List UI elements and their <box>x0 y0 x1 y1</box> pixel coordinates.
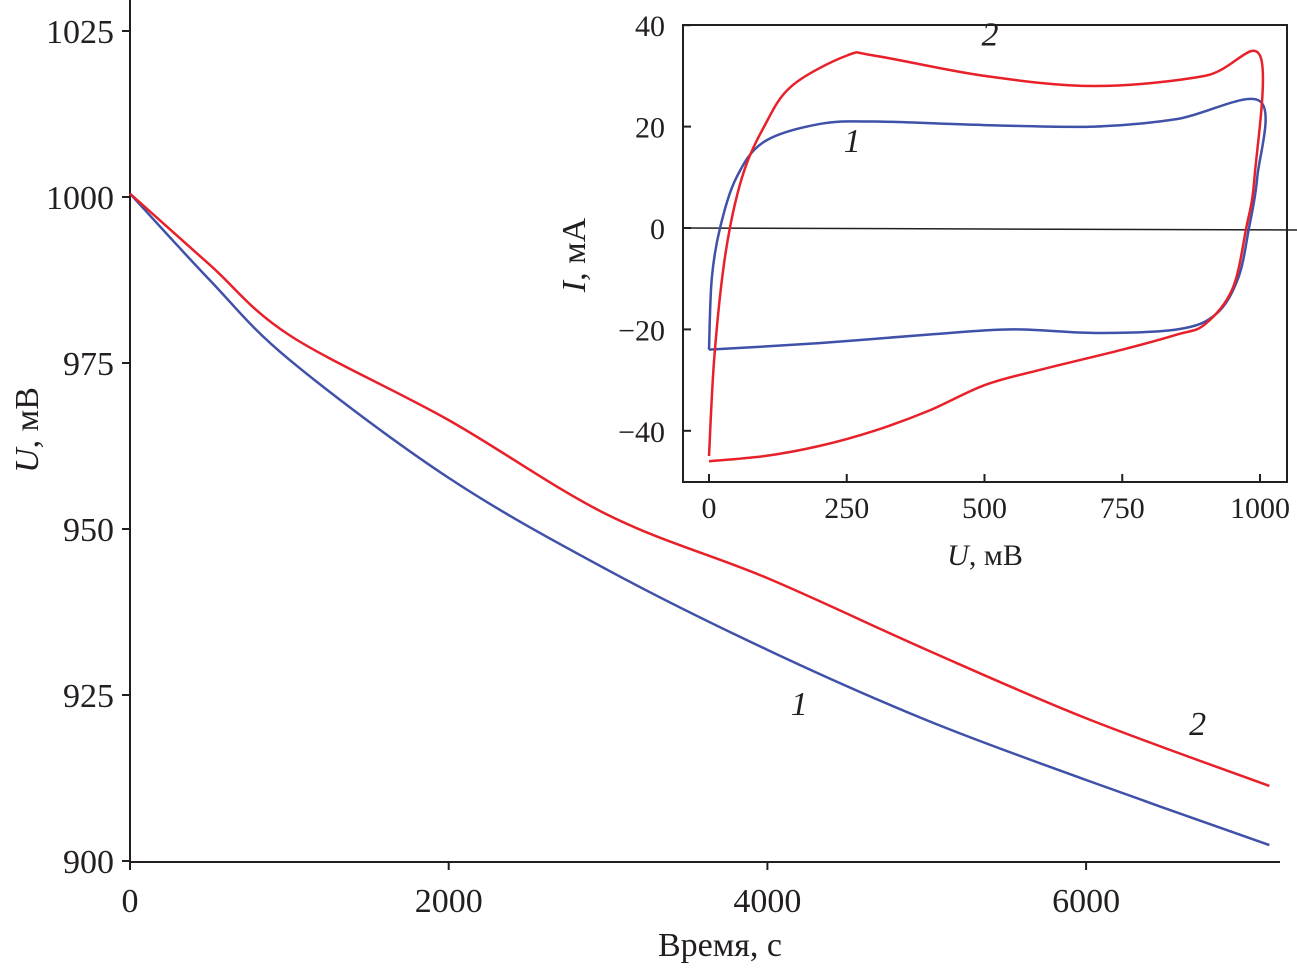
main-y-tick-label: 1000 <box>46 180 114 217</box>
inset-y-tick-label: 20 <box>635 112 665 145</box>
main-y-tick-label: 950 <box>63 512 114 549</box>
main-y-tick-label: 975 <box>63 346 114 383</box>
main-curve-label: 1 <box>791 686 808 723</box>
main-y-tick-label: 900 <box>63 844 114 881</box>
main-y-axis-var: U <box>9 446 46 473</box>
inset-y-tick-label: 0 <box>650 213 665 246</box>
inset-curve-label: 2 <box>982 16 999 53</box>
main-curve-label: 2 <box>1189 706 1206 743</box>
inset-x-tick-label: 250 <box>824 492 869 525</box>
inset-zero-line <box>682 227 1297 231</box>
inset-series-2-line <box>707 49 1265 463</box>
inset-y-axis-label: I, мА <box>556 217 593 293</box>
inset-x-axis-var: U <box>947 539 971 572</box>
main-y-tick-label: 1025 <box>46 14 114 51</box>
main-x-tick-label: 2000 <box>415 883 483 920</box>
inset-y-tick-label: 40 <box>635 10 665 43</box>
main-x-tick-label: 6000 <box>1052 883 1120 920</box>
main-y-tick-label: 925 <box>63 678 114 715</box>
inset-x-axis-label: U, мВ <box>947 539 1023 572</box>
inset-y-axis-var: I <box>556 279 593 293</box>
main-series-2-line <box>129 192 1270 788</box>
inset-series-1-line <box>707 97 1267 351</box>
inset-x-axis-unit: , мВ <box>969 539 1023 572</box>
main-x-tick-label: 4000 <box>733 883 801 920</box>
inset-y-tick-label: −40 <box>618 416 665 449</box>
main-y-axis-unit: , мВ <box>9 387 46 448</box>
main-y-axis-label: U, мВ <box>9 387 46 473</box>
inset-y-axis-unit: , мА <box>556 217 593 281</box>
inset-plot: −40 −20 0 20 40 0 250 500 750 1000 1 2 <box>618 10 1297 525</box>
inset-frame <box>682 24 1288 483</box>
main-series-1-line <box>129 192 1270 847</box>
inset-x-tick-label: 1000 <box>1230 492 1290 525</box>
main-x-axis-label: Время, с <box>658 927 782 964</box>
inset-curve-label: 1 <box>844 123 861 160</box>
inset-x-tick-label: 0 <box>702 492 717 525</box>
main-x-tick-label: 0 <box>122 883 139 920</box>
inset-y-tick-label: −20 <box>618 314 665 347</box>
inset-x-tick-label: 750 <box>1100 492 1145 525</box>
inset-x-tick-label: 500 <box>962 492 1007 525</box>
